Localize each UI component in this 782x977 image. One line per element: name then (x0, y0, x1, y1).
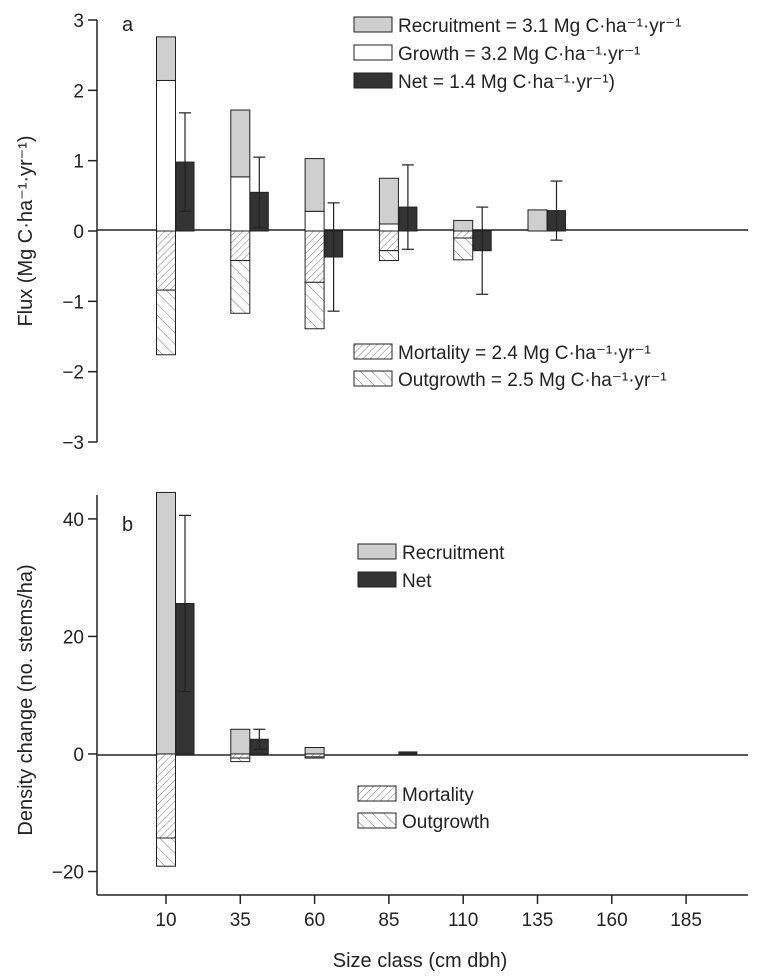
legend-swatch-mortality (353, 343, 393, 360)
legend-b-swatch-mortality (357, 785, 397, 802)
legend-b-label-recruitment: Recruitment (402, 543, 505, 564)
panel-a-bar-recruitment-85 (378, 177, 399, 225)
panel-b-bar-outgrowth-60 (304, 756, 325, 759)
panel-a-legend-bottom: Mortality = 2.4 Mg C·ha⁻¹·yr⁻¹ Outgrowth… (353, 343, 667, 391)
x-tick-label: 35 (230, 910, 251, 931)
panel-b-bar-mortality-35 (230, 753, 251, 759)
panel-b: b 40 20 0 −20 10 35 60 85 110 135 160 185 Density … (15, 491, 748, 972)
x-tick-label: 185 (670, 910, 702, 931)
panel-a-bar-mortality-35 (230, 230, 251, 262)
legend-swatch-recruitment (353, 16, 393, 33)
x-tick-label: 10 (155, 910, 176, 931)
panel-a-bar-growth-85 (378, 223, 399, 232)
panel-b-bar-net-85 (398, 751, 418, 755)
panel-b-label: b (122, 514, 133, 536)
x-tick-label: 160 (596, 910, 628, 931)
panel-b-y-tick-label: −20 (52, 863, 84, 884)
panel-a-legend-top: Recruitment = 3.1 Mg C·ha⁻¹·yr⁻¹ Growth … (353, 16, 682, 93)
panel-b-bar-recruitment-60 (304, 746, 325, 755)
panel-a-y-tick-label: 3 (73, 11, 84, 32)
legend-b-label-mortality: Mortality (402, 785, 474, 806)
panel-a-bar-outgrowth-60 (304, 281, 325, 330)
legend-item-growth: Growth = 3.2 Mg C·ha⁻¹·yr⁻¹ (353, 44, 640, 65)
x-ticks: 10 35 60 85 110 135 160 185 (155, 895, 702, 931)
legend-swatch-outgrowth (353, 370, 393, 387)
panel-a-bar-mortality-60 (304, 230, 325, 283)
panel-a-bar-mortality-10 (156, 230, 176, 291)
legend-b-label-outgrowth: Outgrowth (402, 812, 490, 833)
panel-b-legend-bottom: Mortality Outgrowth (357, 785, 490, 833)
panel-a-bar-recruitment-35 (230, 109, 251, 178)
x-tick-label: 60 (304, 910, 325, 931)
panel-b-y-axis-label: Density change (no. stems/ha) (15, 564, 37, 835)
panel-b-bar-recruitment-35 (230, 728, 251, 755)
panel-a-bar-recruitment-135 (527, 209, 548, 232)
panel-a-y-tick-label: 2 (73, 81, 84, 102)
panel-a-bar-outgrowth-110 (453, 237, 474, 261)
panel-b-bar-outgrowth-10 (156, 837, 176, 867)
panel-b-legend-top: Recruitment Net (357, 543, 505, 592)
panel-a-y-tick-label: −2 (62, 363, 84, 384)
panel-a-y-axis-label: Flux (Mg C·ha⁻¹·yr⁻¹) (15, 135, 37, 326)
x-axis-label: Size class (cm dbh) (333, 950, 508, 972)
legend-b-swatch-recruitment (357, 543, 397, 560)
panel-b-bar-recruitment-10 (156, 491, 176, 755)
panel-a-bar-growth-10 (156, 79, 176, 232)
legend-b-item-net: Net (357, 571, 432, 592)
legend-item-outgrowth: Outgrowth = 2.5 Mg C·ha⁻¹·yr⁻¹ (353, 370, 667, 391)
panel-a-bar-mortality-85 (378, 230, 399, 252)
legend-swatch-net (353, 72, 393, 89)
panel-a: a 3 2 1 0 −1 −2 −3 Flux (Mg C·ha⁻¹·yr⁻¹) Recru… (15, 11, 748, 454)
legend-item-net: Net = 1.4 Mg C·ha⁻¹·yr⁻¹) (353, 72, 615, 93)
panel-b-y-tick-label: 0 (73, 745, 84, 766)
panel-a-y-tick-label: −1 (62, 292, 84, 313)
panel-b-y-tick-label: 40 (63, 510, 84, 531)
panel-a-y-tick-label: 0 (73, 222, 84, 243)
panel-b-y-tick-label: 20 (63, 627, 84, 648)
panel-a-bars (156, 36, 566, 356)
panel-b-bar-mortality-10 (156, 753, 176, 839)
panel-b-bars (156, 491, 418, 867)
legend-b-item-outgrowth: Outgrowth (357, 812, 490, 833)
panel-a-bar-recruitment-110 (453, 219, 474, 232)
panel-a-y-tick-label: −3 (62, 433, 84, 454)
panel-b-y-ticks: 40 20 0 −20 (52, 510, 97, 884)
legend-item-mortality: Mortality = 2.4 Mg C·ha⁻¹·yr⁻¹ (353, 343, 651, 364)
panel-a-bar-growth-35 (230, 176, 251, 232)
panel-a-bar-recruitment-60 (304, 158, 325, 212)
legend-b-item-mortality: Mortality (357, 785, 474, 806)
panel-a-bar-growth-60 (304, 210, 325, 232)
legend-b-swatch-net (357, 571, 397, 588)
panel-a-bar-mortality-110 (453, 230, 474, 239)
panel-a-bar-outgrowth-85 (378, 250, 399, 262)
panel-a-bar-recruitment-10 (156, 36, 176, 81)
legend-b-label-net: Net (402, 571, 432, 592)
legend-label-recruitment: Recruitment = 3.1 Mg C·ha⁻¹·yr⁻¹ (398, 16, 682, 37)
legend-label-outgrowth: Outgrowth = 2.5 Mg C·ha⁻¹·yr⁻¹ (398, 370, 667, 391)
legend-label-net: Net = 1.4 Mg C·ha⁻¹·yr⁻¹) (398, 72, 615, 93)
panel-a-bar-outgrowth-10 (156, 289, 176, 356)
panel-a-y-ticks: 3 2 1 0 −1 −2 −3 (62, 11, 97, 454)
legend-b-swatch-outgrowth (357, 812, 397, 829)
legend-swatch-growth (353, 44, 393, 61)
legend-label-growth: Growth = 3.2 Mg C·ha⁻¹·yr⁻¹ (398, 44, 640, 65)
panel-a-bar-outgrowth-35 (230, 260, 251, 314)
legend-item-recruitment: Recruitment = 3.1 Mg C·ha⁻¹·yr⁻¹ (353, 16, 682, 37)
panel-a-y-tick-label: 1 (73, 152, 84, 173)
x-tick-label: 110 (448, 910, 478, 931)
panel-a-label: a (122, 14, 134, 36)
x-tick-label: 135 (522, 910, 554, 931)
legend-label-mortality: Mortality = 2.4 Mg C·ha⁻¹·yr⁻¹ (398, 343, 651, 364)
panel-b-bar-outgrowth-35 (230, 757, 251, 763)
x-tick-label: 85 (378, 910, 399, 931)
legend-b-item-recruitment: Recruitment (357, 543, 505, 564)
